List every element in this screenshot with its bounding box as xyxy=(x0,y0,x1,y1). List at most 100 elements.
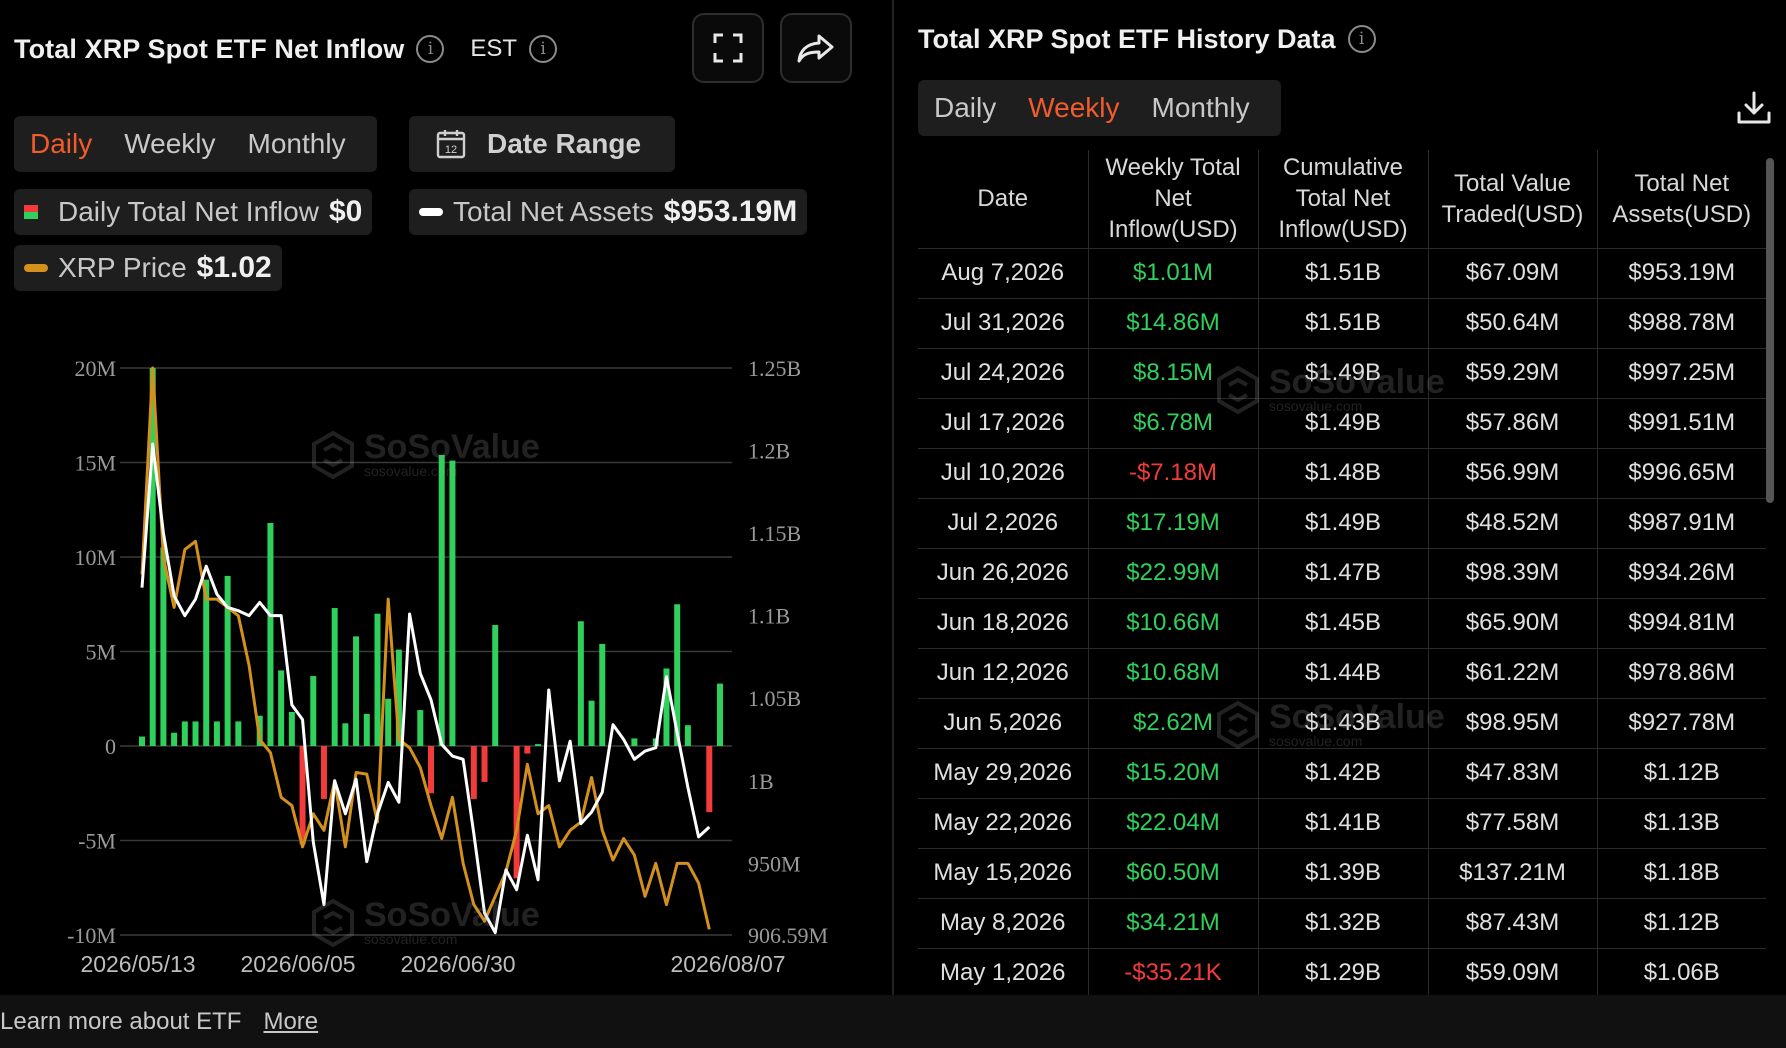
value-cell: $987.91M xyxy=(1596,497,1766,549)
value-cell: $1.49B xyxy=(1257,397,1429,449)
left-tick-label: 5M xyxy=(85,640,116,665)
table-row[interactable]: Jul 24,2026 $8.15M $1.49B $59.29M $997.25M xyxy=(918,347,1766,399)
value-cell: $10.66M xyxy=(1087,597,1259,649)
left-tick-label: 0 xyxy=(105,734,116,759)
value-cell: $47.83M xyxy=(1427,747,1598,799)
right-tick-label: 1.25B xyxy=(748,356,801,381)
inflow-bar xyxy=(267,522,274,746)
legend-daily-inflow[interactable]: Daily Total Net Inflow $0 xyxy=(14,189,373,235)
value-cell: $17.19M xyxy=(1087,497,1259,549)
table-row[interactable]: Jul 17,2026 $6.78M $1.49B $57.86M $991.51M xyxy=(918,397,1766,449)
inflow-header: Total XRP Spot ETF Net Inflow i EST i xyxy=(14,28,558,70)
value-cell: $137.21M xyxy=(1427,847,1598,899)
value-cell: $927.78M xyxy=(1596,697,1766,749)
inflow-bar xyxy=(160,547,167,746)
info-icon[interactable]: i xyxy=(416,35,445,63)
inflow-bar xyxy=(577,621,584,746)
legend-assets-name: Total Net Assets xyxy=(453,196,654,227)
value-cell: -$35.21K xyxy=(1087,947,1259,995)
table-row[interactable]: Aug 7,2026 $1.01M $1.51B $67.09M $953.19M xyxy=(918,247,1766,299)
table-scrollbar[interactable] xyxy=(1766,158,1774,503)
table-row[interactable]: May 8,2026 $34.21M $1.32B $87.43M $1.12B xyxy=(918,897,1766,949)
inflow-bar xyxy=(171,732,178,746)
history-period-tabs: Daily Weekly Monthly xyxy=(918,80,1281,136)
table-row[interactable]: Jul 10,2026 -$7.18M $1.48B $56.99M $996.65M xyxy=(918,447,1766,499)
value-cell: $996.65M xyxy=(1596,447,1766,499)
column-header: Total Value Traded(USD) xyxy=(1427,150,1598,249)
right-tick-label: 1.15B xyxy=(748,521,801,546)
date-cell: Jun 5,2026 xyxy=(918,697,1089,749)
value-cell: $1.32B xyxy=(1257,897,1429,949)
legend-total-assets[interactable]: Total Net Assets $953.19M xyxy=(409,189,808,235)
column-header: Total Net Assets(USD) xyxy=(1596,150,1766,249)
date-cell: May 8,2026 xyxy=(918,897,1089,949)
inflow-bar xyxy=(149,368,156,746)
left-tick-label: 15M xyxy=(74,451,116,476)
history-info-icon[interactable]: i xyxy=(1347,25,1376,53)
value-cell: $1.18B xyxy=(1596,847,1766,899)
history-tab-monthly[interactable]: Monthly xyxy=(1151,92,1250,123)
history-table-wrap[interactable]: Date Weekly Total Net Inflow(USD) Cumulative… xyxy=(918,150,1766,995)
table-row[interactable]: Jun 18,2026 $10.66M $1.45B $65.90M $994.81M xyxy=(918,597,1766,649)
table-row[interactable]: May 29,2026 $15.20M $1.42B $47.83M $1.12B xyxy=(918,747,1766,799)
table-row[interactable]: Jun 12,2026 $10.68M $1.44B $61.22M $978.86M xyxy=(918,647,1766,699)
value-cell: $1.12B xyxy=(1596,897,1766,949)
value-cell: $98.39M xyxy=(1427,547,1598,599)
table-row[interactable]: May 15,2026 $60.50M $1.39B $137.21M $1.18B xyxy=(918,847,1766,899)
table-row[interactable]: Jun 26,2026 $22.99M $1.47B $98.39M $934.26M xyxy=(918,547,1766,599)
date-range-button[interactable]: 12 Date Range xyxy=(409,116,675,172)
inflow-bar xyxy=(331,608,338,746)
fullscreen-button[interactable] xyxy=(692,13,764,83)
fullscreen-icon xyxy=(713,33,743,63)
table-row[interactable]: Jun 5,2026 $2.62M $1.43B $98.95M $927.78M xyxy=(918,697,1766,749)
history-tab-weekly[interactable]: Weekly xyxy=(1028,92,1120,123)
inflow-bar xyxy=(235,721,242,746)
date-cell: Jun 12,2026 xyxy=(918,647,1089,699)
value-cell: $1.43B xyxy=(1257,697,1429,749)
footer-bar: Learn more about ETF More xyxy=(0,995,1786,1048)
legend-xrp-price[interactable]: XRP Price $1.02 xyxy=(14,245,282,291)
value-cell: $1.49B xyxy=(1257,497,1429,549)
value-cell: $997.25M xyxy=(1596,347,1766,399)
tab-daily[interactable]: Daily xyxy=(30,128,93,159)
share-button[interactable] xyxy=(780,13,852,83)
history-tab-daily[interactable]: Daily xyxy=(934,92,997,123)
value-cell: $994.81M xyxy=(1596,597,1766,649)
left-tick-label: -5M xyxy=(78,829,116,854)
total-net-assets-line xyxy=(140,442,711,935)
download-icon[interactable] xyxy=(1734,88,1774,128)
inflow-bar xyxy=(320,746,327,799)
left-tick-label: 20M xyxy=(74,356,116,381)
inflow-bar xyxy=(363,713,370,746)
inflow-bar xyxy=(428,746,434,794)
timezone-info-icon[interactable]: i xyxy=(529,35,558,63)
value-cell: $59.29M xyxy=(1427,347,1598,399)
tab-monthly[interactable]: Monthly xyxy=(247,128,346,159)
right-tick-label: 1.05B xyxy=(748,686,801,711)
date-cell: Jul 2,2026 xyxy=(918,497,1089,549)
net-inflow-chart[interactable]: 20M 15M 10M 5M 0 -5M -10M 1.25B 1.2B 1.15B 1.1B 1.0… xyxy=(0,340,892,995)
date-cell: Aug 7,2026 xyxy=(918,247,1089,299)
inflow-bar xyxy=(470,746,477,799)
history-header: Total XRP Spot ETF History Data i xyxy=(918,18,1376,60)
value-cell: $34.21M xyxy=(1087,897,1259,949)
right-tick-label: 950M xyxy=(748,851,801,876)
date-cell: Jun 26,2026 xyxy=(918,547,1089,599)
footer-more-link[interactable]: More xyxy=(263,1007,319,1035)
value-cell: $77.58M xyxy=(1427,797,1598,849)
column-header: Date xyxy=(918,150,1089,249)
inflow-period-tabs: Daily Weekly Monthly xyxy=(14,116,377,172)
table-row[interactable]: May 22,2026 $22.04M $1.41B $77.58M $1.13B xyxy=(918,797,1766,849)
x-tick-label: 2026/06/30 xyxy=(400,951,515,977)
xrp-price-line xyxy=(140,366,711,930)
value-cell: $1.06B xyxy=(1596,947,1766,995)
table-row[interactable]: Jul 31,2026 $14.86M $1.51B $50.64M $988.78M xyxy=(918,297,1766,349)
table-body: Aug 7,2026 $1.01M $1.51B $67.09M $953.19M Jul… xyxy=(918,247,1766,995)
table-row[interactable]: May 1,2026 -$35.21K $1.29B $59.09M $1.06B xyxy=(918,947,1766,995)
tab-weekly[interactable]: Weekly xyxy=(124,128,216,159)
inflow-bar xyxy=(181,721,188,746)
table-row[interactable]: Jul 2,2026 $17.19M $1.49B $48.52M $987.91M xyxy=(918,497,1766,549)
inflow-bar xyxy=(631,738,638,746)
value-cell: $56.99M xyxy=(1427,447,1598,499)
panel-divider xyxy=(892,0,894,995)
